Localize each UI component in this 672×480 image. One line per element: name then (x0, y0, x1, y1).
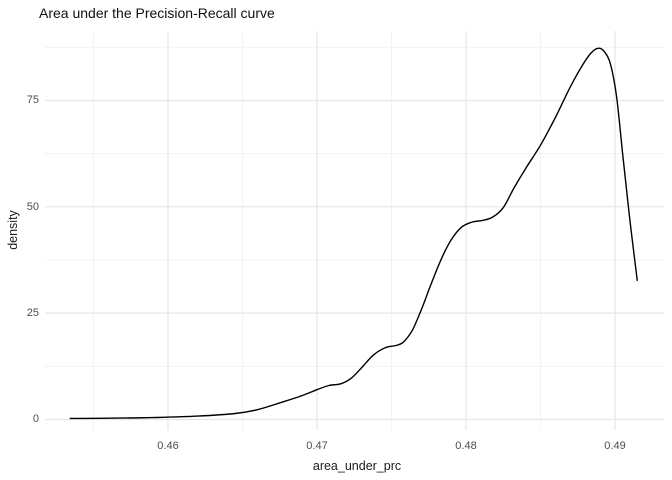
x-axis-title: area_under_prc (312, 459, 402, 473)
x-tick-label: 0.49 (604, 440, 626, 452)
chart-title: Area under the Precision-Recall curve (39, 5, 275, 21)
density-curve (69, 47, 638, 420)
y-tick-label: 25 (26, 307, 39, 320)
x-tick-label: 0.47 (306, 440, 328, 452)
y-tick-label: 0 (32, 413, 39, 426)
x-tick-label: 0.46 (157, 440, 179, 452)
y-tick-label: 50 (26, 200, 39, 213)
y-tick-label: 75 (26, 94, 39, 107)
x-tick-label: 0.48 (455, 440, 477, 452)
